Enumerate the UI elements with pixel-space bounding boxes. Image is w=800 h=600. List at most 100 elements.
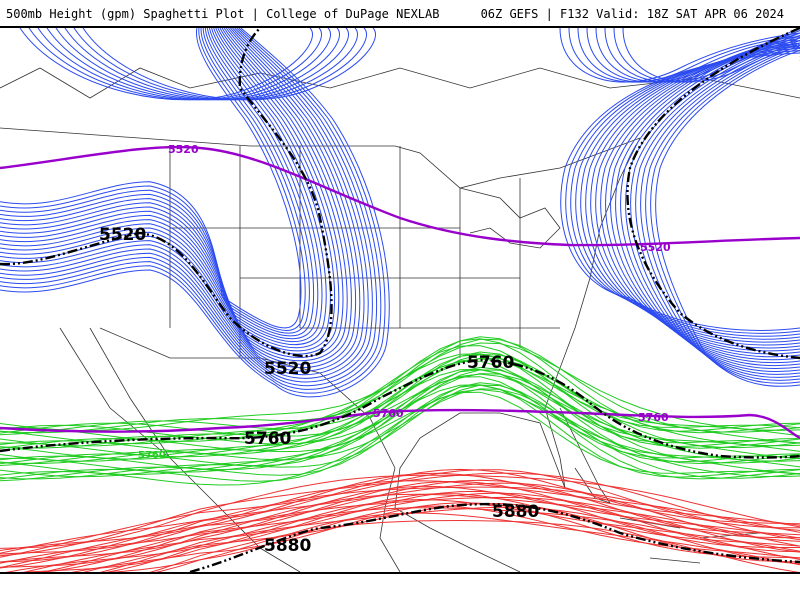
ensemble-member-5520-northeast	[622, 28, 800, 83]
ensemble-member-5880	[0, 479, 800, 569]
ensemble-member-5520-east	[595, 35, 800, 352]
ensemble-member-5760	[0, 391, 800, 486]
ensemble-member-5520-north	[28, 28, 322, 101]
mean-5880-line	[189, 502, 800, 572]
ensemble-member-5520-west	[0, 28, 390, 398]
ensemble-member-5520-northeast	[586, 28, 800, 83]
mexico-east-coast	[379, 467, 401, 572]
map-header: 500mb Height (gpm) Spaghetti Plot | Coll…	[0, 0, 800, 26]
ensemble-member-5520-east	[640, 42, 800, 378]
gulf-coast	[394, 412, 566, 509]
ensemble-member-5520-north	[73, 28, 367, 101]
climo-label-5520-east: 5520	[640, 241, 671, 254]
ensemble-mean-contours	[0, 28, 800, 572]
ensemble-member-5520-west	[0, 28, 348, 362]
ensemble-member-5520-west	[0, 28, 331, 349]
mean-label-5760-east: 5760	[467, 353, 514, 373]
ensemble-member-5520-east	[655, 50, 800, 387]
spaghetti-map: 5520 5520 5760 5760 5880 5880 5520 5520 …	[0, 26, 800, 574]
great-lakes	[459, 187, 561, 249]
ensemble-member-5880	[19, 498, 800, 572]
ensemble-member-5880	[149, 519, 800, 572]
ensemble-member-5760	[0, 376, 800, 471]
mean-label-5520-low: 5520	[264, 359, 311, 379]
climatology-contours	[0, 145, 800, 440]
members-5880	[0, 468, 800, 572]
ensemble-member-5880	[0, 480, 800, 564]
climo-label-5520-west: 5520	[168, 143, 199, 156]
us-canada-border	[0, 127, 641, 189]
mean-5760-line	[0, 358, 800, 459]
model-run-info: 06Z GEFS | F132 Valid: 18Z SAT APR 06 20…	[480, 7, 784, 21]
ensemble-member-5520-west	[0, 28, 382, 390]
contour-labels: 5520 5520 5760 5760 5880 5880 5520 5520 …	[99, 143, 671, 556]
climo-5760-line	[0, 408, 800, 440]
ensemble-member-5880	[0, 480, 800, 555]
central-america	[394, 507, 521, 572]
mean-label-5760-west: 5760	[244, 429, 291, 449]
ensemble-member-5520-west	[0, 28, 336, 352]
ensemble-member-5520-northeast	[613, 28, 800, 83]
ensemble-member-5520-east	[575, 45, 800, 340]
member-label-5760: 5760	[138, 450, 166, 461]
ensemble-member-5520-east	[580, 42, 800, 343]
ensemble-member-5520-east	[605, 30, 800, 358]
canada-coastline	[0, 67, 800, 99]
ensemble-member-5880	[83, 502, 800, 572]
ensemble-member-5880	[0, 493, 800, 568]
ensemble-member-5880	[0, 486, 800, 563]
ensemble-member-5520-east	[590, 37, 800, 349]
ensemble-member-5880	[0, 482, 800, 569]
ensemble-member-5520-east	[650, 47, 800, 384]
ensemble-member-5880	[0, 468, 800, 554]
ensemble-member-5520-west	[0, 28, 369, 379]
ensemble-member-5760	[0, 368, 800, 458]
ensemble-member-5520-west	[0, 28, 373, 383]
ensemble-member-5880	[71, 502, 800, 572]
plot-title: 500mb Height (gpm) Spaghetti Plot | Coll…	[6, 7, 440, 21]
ensemble-member-5880	[105, 507, 800, 572]
ensemble-member-5760	[0, 353, 800, 451]
climo-label-5760-central: 5760	[373, 407, 404, 420]
ensemble-member-5520-north	[64, 28, 358, 101]
ensemble-member-5760	[0, 353, 800, 442]
us-east-coast	[544, 137, 641, 489]
ensemble-member-5520-west	[0, 28, 340, 355]
ensemble-member-5520-west	[0, 28, 315, 337]
ensemble-member-5760	[0, 336, 800, 436]
ensemble-member-5520-west	[0, 28, 302, 329]
ensemble-member-5520-west	[0, 28, 319, 340]
ensemble-member-5520-west	[0, 28, 365, 376]
map-canvas: 5520 5520 5760 5760 5880 5880 5520 5520 …	[0, 28, 800, 572]
ensemble-member-5520-north	[55, 28, 349, 101]
ensemble-member-5760	[0, 338, 800, 436]
ensemble-member-5520-north	[46, 28, 340, 101]
ensemble-member-5760	[0, 384, 800, 482]
ensemble-member-5520-west	[0, 28, 344, 358]
ensemble-member-5520-east	[635, 40, 800, 375]
ensemble-member-5760	[0, 351, 800, 451]
ensemble-member-5520-north	[82, 28, 376, 101]
ensemble-member-5520-west	[0, 28, 306, 331]
ensemble-member-5520-west	[0, 28, 361, 372]
ensemble-member-5520-west	[0, 28, 310, 334]
ensemble-member-5520-northeast	[568, 28, 800, 83]
mean-label-5880-west: 5880	[264, 536, 311, 556]
ensemble-member-5520-east	[625, 35, 800, 369]
ensemble-member-5760	[0, 360, 800, 455]
ensemble-member-5880	[40, 496, 800, 572]
ensemble-member-5520-west	[0, 28, 357, 368]
ensemble-member-5520-east	[600, 32, 800, 355]
members-5520	[0, 28, 800, 398]
ensemble-member-5520-east	[610, 28, 800, 361]
mean-label-5880-east: 5880	[492, 502, 539, 522]
ensemble-member-5760	[0, 369, 800, 467]
members-5760	[0, 336, 800, 486]
ensemble-member-5880	[5, 492, 800, 572]
mean-5520-west	[0, 28, 333, 358]
ensemble-member-5520-east	[645, 45, 800, 381]
ensemble-member-5520-north	[19, 28, 313, 101]
ensemble-member-5520-east	[585, 40, 800, 346]
mean-5520-east	[626, 28, 800, 360]
climo-label-5760-east: 5760	[638, 411, 669, 424]
